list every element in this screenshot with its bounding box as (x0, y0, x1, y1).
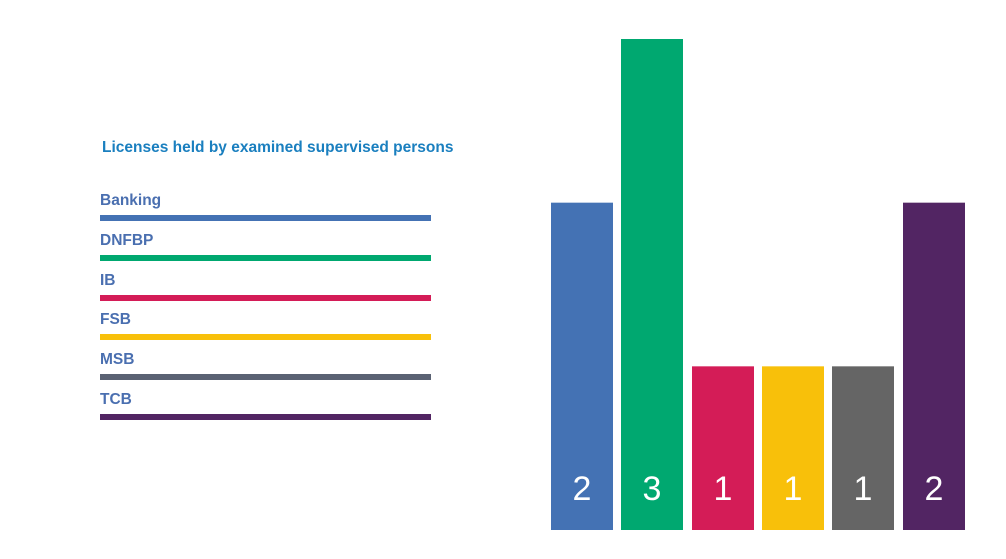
data-label: 2 (573, 470, 592, 508)
legend-item: DNFBP (100, 232, 431, 261)
legend-swatch (100, 334, 431, 341)
data-label: 3 (643, 470, 662, 508)
legend-swatch (100, 414, 431, 420)
chart-title: Licenses held by examined supervised per… (102, 139, 454, 156)
data-label: 1 (784, 470, 803, 508)
legend-label: FSB (100, 311, 131, 329)
data-label: 2 (925, 470, 944, 508)
legend-swatch (100, 215, 431, 221)
legend-label: Banking (100, 192, 162, 209)
bar-msb (832, 366, 894, 530)
legend-swatch (100, 374, 431, 381)
data-label: 1 (714, 470, 733, 508)
data-label: 1 (854, 470, 873, 508)
legend-item: Banking (100, 192, 431, 221)
bar-ib (692, 366, 754, 530)
legend-label: DNFBP (100, 231, 154, 249)
legend-swatch (100, 294, 431, 301)
bar-banking (551, 202, 613, 530)
legend-item: IB (100, 272, 431, 301)
bar-fsb (762, 366, 824, 530)
bar-tcb (903, 202, 965, 530)
legend-item: MSB (100, 351, 431, 381)
legend-item: FSB (100, 311, 431, 341)
legend-label: TCB (100, 391, 132, 408)
bar-dnfbp (621, 39, 683, 530)
legend-label: MSB (100, 351, 135, 369)
legend-label: IB (100, 271, 116, 289)
legend-item: TCB (100, 391, 431, 420)
legend-swatch (100, 254, 431, 261)
